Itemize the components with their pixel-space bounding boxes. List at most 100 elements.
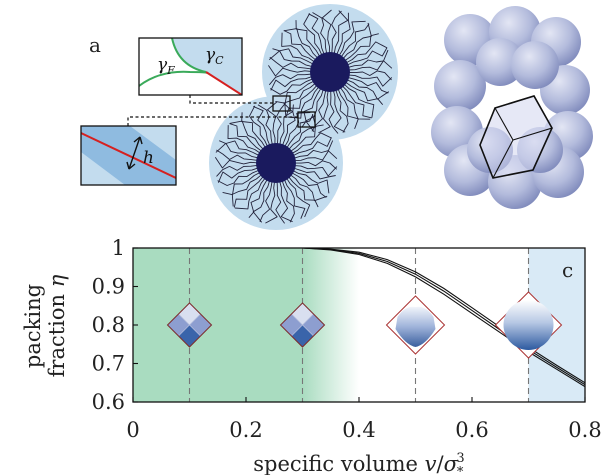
polymer-arm <box>283 28 319 59</box>
y-tick-label: 1 <box>112 236 125 260</box>
packed-sphere <box>511 41 559 89</box>
packing-curve <box>302 248 585 386</box>
polymer-arm <box>279 180 293 223</box>
polymer-arm <box>338 20 366 57</box>
polymer-arm <box>337 88 359 130</box>
polymer-arm <box>295 20 321 58</box>
inset-gamma: γF γC <box>138 37 243 96</box>
leader-line-top <box>189 95 273 104</box>
polymer-arm <box>227 125 261 154</box>
polymer-arm <box>347 70 392 81</box>
polymer-arm <box>249 105 269 148</box>
packing-curve <box>302 248 585 388</box>
polymer-arm <box>344 81 384 105</box>
polymer-arm <box>216 164 259 177</box>
polymer-arm <box>336 12 351 56</box>
y-tick-label: 0.9 <box>92 275 125 299</box>
polymer-arm <box>318 89 331 134</box>
polymer-arms-upper <box>268 9 393 134</box>
gamma-f-subscript: F <box>166 64 175 77</box>
unit-cell-cube <box>479 95 553 179</box>
x-tick-label: 0.6 <box>455 418 488 442</box>
polymer-arm <box>276 102 287 146</box>
unit-cell-illustration <box>279 302 326 348</box>
polymer-arm <box>283 30 317 61</box>
cell-border <box>279 302 326 348</box>
thickness-h-label: h <box>143 148 154 168</box>
polymer-arm <box>222 171 261 196</box>
inset-gamma-corona-region <box>172 38 242 95</box>
polymer-arm <box>281 32 316 63</box>
gamma-f-symbol: γ <box>157 55 168 75</box>
polymer-arm <box>287 86 320 119</box>
cell-blob <box>395 306 436 347</box>
polymer-arm <box>286 114 314 149</box>
cell-border <box>166 302 213 348</box>
polymer-arm <box>308 13 325 56</box>
leader-line-bottom <box>127 116 298 126</box>
polymer-arm <box>216 149 259 161</box>
polymer-arm <box>266 101 278 146</box>
polymer-arm <box>268 73 313 86</box>
unit-cell-illustration <box>166 302 213 348</box>
panel-label-a: a <box>89 33 101 57</box>
polymer-arm <box>340 23 370 58</box>
polymer-arm <box>268 65 313 77</box>
unit-cell-top-face <box>494 95 553 141</box>
x-axis-title-subscript: * <box>457 465 464 475</box>
polymer-arm <box>257 104 273 146</box>
polymer-arm <box>341 85 372 119</box>
polymer-arm <box>347 60 393 71</box>
polymer-arm <box>275 180 285 224</box>
inset-gamma-frame <box>138 37 243 96</box>
x-axis-title-superscript: 3 <box>456 451 464 466</box>
cell-sphere <box>503 300 554 350</box>
polymer-arm <box>272 48 314 65</box>
polymer-arm <box>259 180 273 222</box>
unit-cell-illustration <box>385 295 446 355</box>
polymer-arm <box>335 88 349 133</box>
core-lower <box>256 143 296 183</box>
gamma-c-label: γC <box>205 45 224 67</box>
polymer-arm <box>344 33 379 62</box>
inset-thickness-frame <box>80 125 177 186</box>
unit-cell-edge <box>492 139 514 179</box>
x-axis-title-slash: / <box>437 452 445 475</box>
x-tick-label: 0.4 <box>342 418 375 442</box>
polymer-arm <box>347 76 389 94</box>
polymer-arms-lower <box>214 101 338 224</box>
polymer-arm <box>331 10 342 55</box>
y-tick-label: 0.6 <box>92 390 125 414</box>
y-axis-title-eta: η <box>45 274 69 287</box>
polymer-arm <box>333 10 349 55</box>
x-tick-label: 0.2 <box>229 418 262 442</box>
inset-gamma-green-branch <box>171 38 207 73</box>
polymer-arm <box>293 167 336 180</box>
polymer-arm <box>346 47 388 66</box>
x-axis-title-text: specific volume <box>253 452 424 475</box>
star-polymer-pair <box>209 4 398 230</box>
unit-cell-illustration <box>494 291 563 359</box>
core-upper <box>310 52 350 92</box>
x-axis-title-var: v <box>425 452 437 475</box>
polymer-arm <box>283 178 306 219</box>
y-tick-label: 0.7 <box>92 352 125 376</box>
polymer-arm <box>265 180 278 224</box>
polymer-arm <box>293 165 338 177</box>
polymer-arm <box>287 175 319 208</box>
thickness-arrow-head-top <box>133 136 143 145</box>
gamma-f-label: γF <box>157 55 175 77</box>
polymer-arm <box>281 179 295 223</box>
polymer-arm <box>343 83 375 118</box>
polymer-arm <box>289 174 328 202</box>
polymer-arm <box>291 172 327 198</box>
y-axis-ticks: 0.6 0.7 0.8 0.9 1 <box>92 236 138 414</box>
zoom-box-overlap <box>297 111 316 128</box>
y-tick-label: 0.8 <box>92 313 125 337</box>
polymer-arm <box>214 156 259 169</box>
packing-fraction-plot: 0 0.2 0.4 0.6 0.8 0.6 0.7 0.8 0.9 1 c <box>92 236 602 442</box>
gamma-c-subscript: C <box>215 54 224 67</box>
polymer-arm <box>288 113 317 151</box>
packing-curve <box>302 248 585 384</box>
